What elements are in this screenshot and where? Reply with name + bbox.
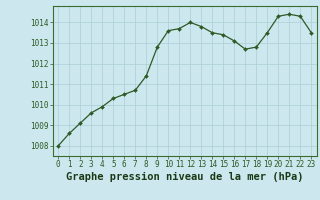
X-axis label: Graphe pression niveau de la mer (hPa): Graphe pression niveau de la mer (hPa) <box>66 172 304 182</box>
